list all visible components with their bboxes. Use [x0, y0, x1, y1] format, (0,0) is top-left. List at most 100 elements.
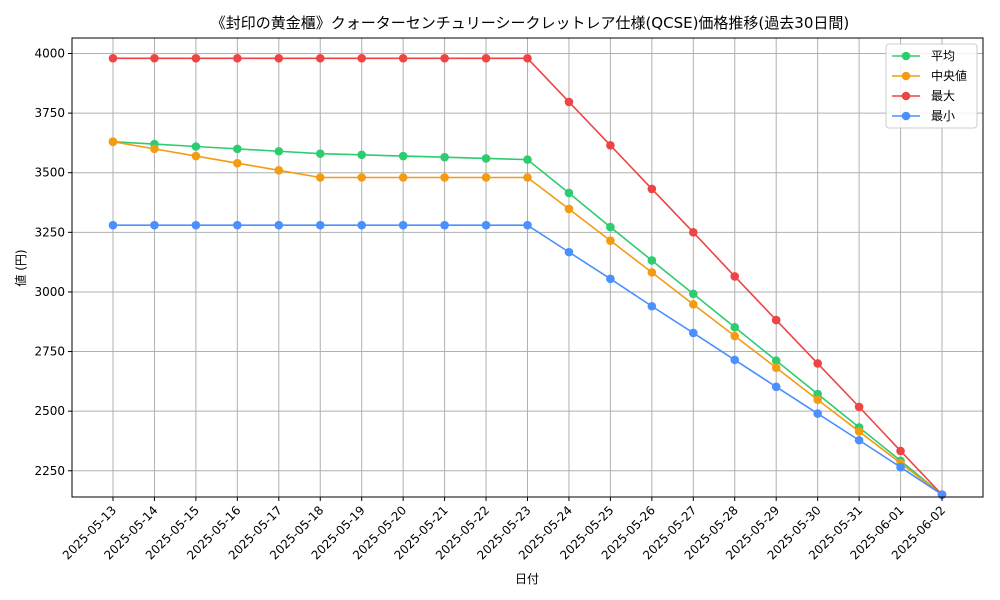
- data-point: [481, 173, 491, 182]
- legend-label: 平均: [931, 49, 955, 63]
- data-point: [606, 140, 615, 150]
- data-point: [233, 53, 242, 63]
- data-point: [191, 53, 201, 63]
- data-point: [523, 220, 532, 230]
- data-point: [150, 53, 159, 63]
- data-point: [191, 142, 201, 151]
- data-point: [523, 53, 532, 63]
- data-point: [440, 173, 449, 182]
- grid: [72, 38, 983, 497]
- data-point: [771, 382, 781, 392]
- x-axis-label: 日付: [515, 572, 539, 586]
- legend-label: 中央値: [931, 68, 967, 83]
- data-point: [689, 228, 698, 237]
- y-tick-label: 2250: [34, 464, 65, 478]
- y-tick-label: 3250: [34, 225, 65, 239]
- plot-frame: [71, 37, 984, 498]
- legend-marker: [901, 71, 911, 81]
- data-point: [854, 427, 864, 436]
- data-point: [481, 154, 491, 163]
- y-tick-label: 3750: [34, 106, 65, 120]
- data-point: [108, 53, 118, 63]
- data-point: [689, 328, 698, 338]
- data-point: [398, 151, 408, 161]
- series-lines: [108, 53, 947, 499]
- data-point: [854, 402, 864, 412]
- data-point: [689, 289, 698, 299]
- y-axis-label: 値 (円): [13, 249, 28, 286]
- data-point: [896, 462, 905, 472]
- legend-label: 最大: [931, 89, 955, 103]
- data-point: [689, 300, 698, 309]
- data-point: [150, 220, 159, 230]
- data-point: [730, 322, 740, 332]
- y-tick-label: 2750: [34, 345, 65, 359]
- data-point: [647, 301, 657, 311]
- data-point: [274, 146, 284, 156]
- data-point: [730, 272, 740, 281]
- data-point: [398, 53, 408, 63]
- data-point: [315, 173, 325, 182]
- data-point: [274, 166, 284, 175]
- data-point: [730, 331, 740, 341]
- legend-item: 最大: [892, 89, 955, 103]
- data-point: [854, 435, 864, 445]
- data-point: [564, 247, 574, 257]
- legend-marker: [901, 51, 911, 61]
- series-1: [108, 137, 947, 499]
- data-point: [108, 137, 118, 147]
- data-point: [647, 256, 657, 265]
- data-point: [440, 53, 449, 63]
- data-point: [150, 144, 159, 154]
- data-point: [233, 158, 242, 168]
- data-point: [647, 268, 657, 277]
- data-point: [606, 222, 615, 232]
- data-point: [233, 144, 242, 154]
- data-point: [191, 220, 201, 230]
- series-2: [108, 53, 947, 499]
- data-point: [481, 220, 491, 230]
- axes: 2025-05-132025-05-142025-05-152025-05-16…: [34, 46, 948, 562]
- y-tick-label: 3000: [34, 285, 65, 299]
- data-point: [771, 356, 781, 365]
- y-tick-label: 4000: [34, 46, 65, 60]
- data-point: [315, 53, 325, 63]
- data-point: [398, 173, 408, 182]
- data-point: [233, 220, 242, 230]
- data-point: [606, 236, 615, 245]
- data-point: [896, 446, 905, 456]
- data-point: [315, 149, 325, 158]
- data-point: [481, 53, 491, 63]
- data-point: [357, 53, 367, 63]
- data-point: [315, 220, 325, 230]
- data-point: [523, 155, 532, 164]
- data-point: [564, 97, 574, 107]
- data-point: [357, 220, 367, 230]
- legend-marker: [901, 111, 911, 121]
- data-point: [813, 359, 822, 368]
- data-point: [440, 220, 449, 230]
- data-point: [398, 220, 408, 230]
- legend-item: 最小: [892, 109, 955, 123]
- data-point: [191, 151, 201, 161]
- data-point: [108, 220, 118, 230]
- data-point: [771, 315, 781, 325]
- data-point: [523, 173, 532, 182]
- data-point: [357, 173, 367, 182]
- data-point: [357, 150, 367, 160]
- data-point: [440, 152, 449, 162]
- data-point: [564, 188, 574, 198]
- legend-label: 最小: [931, 109, 955, 123]
- y-tick-label: 2500: [34, 404, 65, 418]
- data-point: [730, 355, 740, 365]
- legend-item: 中央値: [892, 68, 967, 83]
- y-tick-label: 3500: [34, 166, 65, 180]
- legend-box: [885, 43, 978, 129]
- data-point: [813, 409, 822, 418]
- data-point: [274, 53, 284, 63]
- data-point: [771, 363, 781, 373]
- chart-title: 《封印の黄金櫃》クォーターセンチュリーシークレットレア仕様(QCSE)価格推移(…: [211, 14, 849, 32]
- data-point: [564, 204, 574, 214]
